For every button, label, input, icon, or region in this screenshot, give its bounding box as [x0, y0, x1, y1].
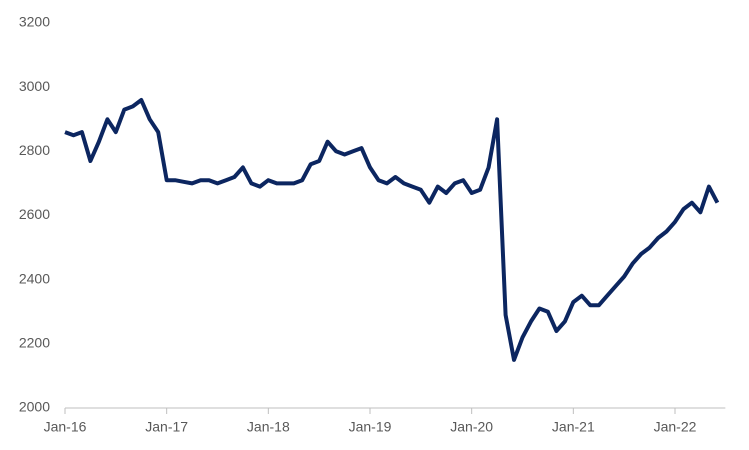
- x-tick-label: Jan-22: [654, 419, 697, 435]
- line-series: [64, 98, 720, 362]
- x-tick-label: Jan-18: [247, 419, 290, 435]
- y-tick-label: 3200: [19, 14, 50, 30]
- x-tick-label: Jan-17: [145, 419, 188, 435]
- x-tick-label: Jan-19: [349, 419, 392, 435]
- y-tick-label: 2000: [19, 399, 50, 415]
- y-tick-label: 2600: [19, 206, 50, 222]
- x-tick-label: Jan-20: [450, 419, 493, 435]
- y-tick-label: 2800: [19, 142, 50, 158]
- x-tick-label: Jan-21: [552, 419, 595, 435]
- y-tick-label: 2200: [19, 335, 50, 351]
- y-tick-label: 3000: [19, 78, 50, 94]
- y-tick-label: 2400: [19, 270, 50, 286]
- x-tick-label: Jan-16: [44, 419, 87, 435]
